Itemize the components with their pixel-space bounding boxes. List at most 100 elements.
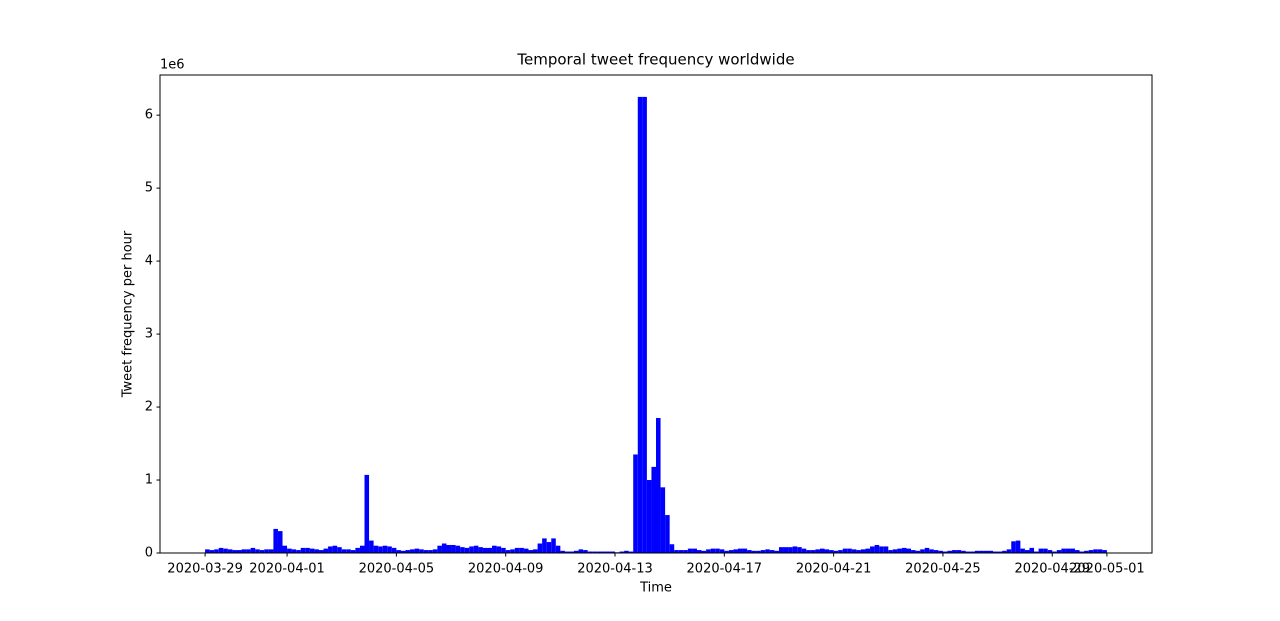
bar (305, 547, 310, 553)
bar (1084, 550, 1089, 553)
bar (733, 549, 738, 553)
bar (328, 546, 333, 553)
bar (993, 551, 998, 553)
bar (952, 550, 957, 553)
bar (646, 480, 652, 553)
bar (1088, 550, 1094, 553)
bar (819, 548, 825, 553)
bar (751, 550, 757, 553)
bar (769, 550, 775, 553)
bar (419, 549, 424, 553)
bar (264, 549, 269, 553)
bar (282, 545, 288, 553)
bar (246, 549, 251, 553)
bar (851, 549, 857, 553)
bar (400, 550, 406, 553)
bar (496, 546, 502, 553)
bar (1052, 551, 1057, 553)
bar (879, 546, 884, 553)
bar (651, 466, 656, 553)
bar (674, 550, 679, 553)
bar (920, 549, 925, 553)
bar (747, 550, 752, 553)
bar (378, 546, 383, 553)
bar (560, 550, 565, 553)
bar (669, 544, 675, 553)
bar (970, 551, 975, 553)
bar (309, 548, 315, 553)
bar (537, 543, 543, 553)
bar (860, 549, 866, 553)
bar (369, 540, 374, 553)
bar (1020, 548, 1025, 553)
bar (446, 544, 452, 553)
bar (824, 549, 830, 553)
bar (523, 548, 529, 553)
bar (346, 549, 351, 553)
x-tick-label: 2020-04-01 (249, 562, 325, 577)
bar (460, 547, 465, 553)
x-tick-label: 2020-04-21 (796, 562, 872, 577)
y-tick-label: 2 (145, 400, 153, 415)
bar (592, 551, 597, 553)
bar (387, 546, 392, 553)
bar (578, 549, 584, 553)
bar (473, 545, 479, 553)
bar (464, 547, 470, 553)
bar (1070, 548, 1076, 553)
bar (255, 549, 260, 553)
bar (1038, 548, 1044, 553)
bar (414, 548, 420, 553)
bar (441, 543, 447, 553)
bar (478, 547, 483, 553)
bar (209, 550, 215, 553)
bar (396, 550, 401, 553)
bar (323, 548, 329, 553)
bar (756, 550, 761, 553)
bar (1075, 550, 1080, 553)
bar (318, 550, 324, 553)
bar (915, 550, 921, 553)
bar (528, 550, 534, 553)
bar (633, 454, 638, 553)
bar (300, 547, 306, 553)
bar (359, 545, 365, 553)
bar (1093, 549, 1098, 553)
y-tick-label: 0 (145, 546, 153, 561)
y-tick-label: 6 (145, 108, 153, 123)
bar (405, 550, 411, 553)
bar (1002, 550, 1007, 553)
x-tick-label: 2020-04-29 (1014, 562, 1090, 577)
bar (546, 542, 552, 553)
y-tick-label: 1 (145, 473, 153, 488)
bar (291, 549, 297, 553)
bar (665, 515, 670, 553)
bar (965, 551, 971, 553)
bar (1061, 548, 1066, 553)
bar (605, 551, 611, 553)
bar (642, 96, 647, 553)
bar (551, 538, 556, 553)
x-tick-label: 2020-03-29 (167, 562, 243, 577)
bar (337, 547, 342, 553)
bar (938, 550, 943, 553)
bar (1056, 550, 1062, 553)
y-tick-label: 3 (145, 327, 153, 342)
bar (391, 547, 397, 553)
bar (847, 548, 852, 553)
bar (797, 547, 802, 553)
bar (259, 550, 265, 553)
x-tick-label: 2020-05-01 (1069, 562, 1145, 577)
bar (829, 550, 834, 553)
bar (218, 547, 224, 553)
bar (423, 550, 429, 553)
bar (906, 548, 912, 553)
bar (997, 551, 1003, 553)
bar (687, 548, 693, 553)
bar (232, 550, 237, 553)
bar (742, 548, 748, 553)
x-tick-label: 2020-04-17 (687, 562, 763, 577)
bar (569, 551, 575, 553)
bar (760, 550, 766, 553)
bar (724, 550, 729, 553)
